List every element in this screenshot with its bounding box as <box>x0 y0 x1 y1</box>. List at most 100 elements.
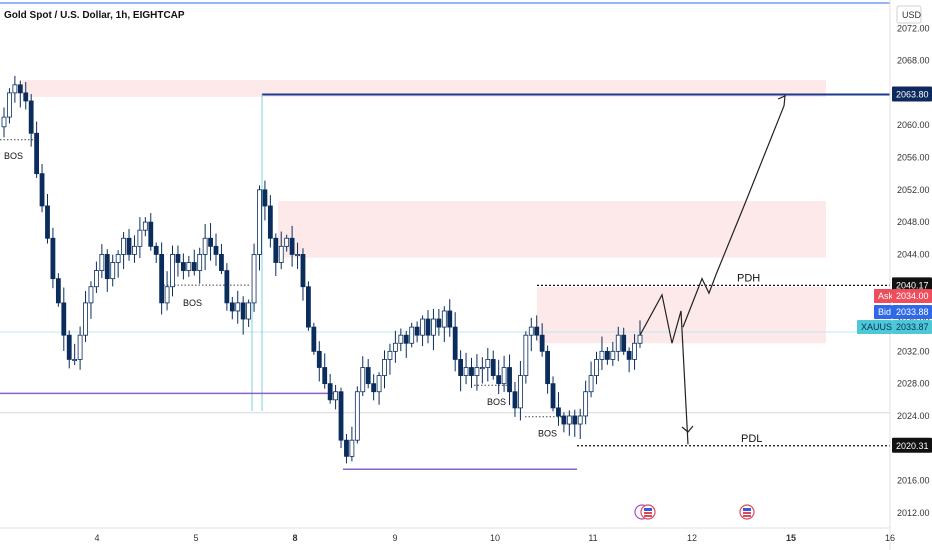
time-tick-label: 5 <box>193 533 198 543</box>
candle <box>518 375 523 409</box>
candle <box>170 254 175 288</box>
candle <box>409 326 415 344</box>
candle <box>12 84 18 94</box>
price-tick-label: 2016.00 <box>897 476 930 486</box>
time-tick-label: 8 <box>292 533 297 543</box>
symbol-tag-badge <box>857 320 892 334</box>
us-flag-event-icon-stripe <box>644 515 652 517</box>
candle <box>148 221 154 247</box>
candle <box>556 407 561 417</box>
target-price-badge <box>892 86 932 102</box>
ask-tag-badge <box>874 289 892 303</box>
candle <box>528 326 534 336</box>
candle <box>137 229 143 247</box>
candle <box>360 367 366 393</box>
candle <box>469 367 474 376</box>
candle <box>387 350 393 360</box>
candle <box>23 92 29 102</box>
ask-price-text: 2034.00 <box>896 291 929 301</box>
candle <box>316 350 322 368</box>
price-tick-label: 2060.00 <box>897 120 930 130</box>
candle <box>425 318 431 336</box>
candle <box>273 237 279 263</box>
candle <box>436 318 442 328</box>
candle <box>398 334 404 344</box>
pdh-price-text: 2040.17 <box>896 280 929 290</box>
candle <box>110 262 116 280</box>
candle <box>132 245 137 255</box>
last-price-text: 2033.87 <box>896 322 929 332</box>
currency-button[interactable] <box>896 5 922 24</box>
candle <box>452 326 458 360</box>
price-tick-label: 2024.00 <box>897 411 930 421</box>
price-tick-label: 2036.00 <box>897 314 930 324</box>
candle <box>257 189 262 255</box>
time-tick-label: 10 <box>490 533 500 543</box>
candle <box>474 367 480 376</box>
candle <box>153 245 159 255</box>
candle <box>632 342 637 360</box>
candle <box>376 375 382 393</box>
pdl-price-badge <box>892 437 932 453</box>
candle <box>306 286 311 328</box>
candle <box>267 205 273 239</box>
candle <box>34 132 40 175</box>
bid-tag-badge <box>874 305 892 319</box>
bos-label: BOS <box>4 151 23 161</box>
candle <box>458 359 464 376</box>
price-tick-label: 2044.00 <box>897 249 930 259</box>
us-flag-event-icon-stripe <box>743 508 751 511</box>
candle <box>88 286 94 304</box>
price-tick-label: 2072.00 <box>897 23 930 33</box>
bos-label: BOS <box>183 298 202 308</box>
time-tick-label: 12 <box>687 533 697 543</box>
candle <box>566 415 572 425</box>
candle <box>403 334 409 344</box>
arrowhead-down-icon <box>681 425 694 433</box>
candle <box>1 116 7 128</box>
candle <box>621 334 627 352</box>
candle <box>354 391 360 441</box>
time-tick-label: 16 <box>885 533 895 543</box>
candle <box>180 262 186 271</box>
candle <box>7 92 12 118</box>
candle <box>126 237 132 255</box>
candle <box>240 302 246 320</box>
candle <box>610 350 616 360</box>
us-flag-event-icon-stripe <box>743 515 751 517</box>
time-tick-label: 4 <box>94 533 99 543</box>
candle <box>202 237 208 255</box>
candle <box>507 367 512 393</box>
candle <box>17 84 23 94</box>
candle <box>327 383 333 401</box>
last-price-badge <box>892 320 932 334</box>
bid-price-text: 2033.88 <box>896 307 929 317</box>
candle <box>441 310 447 328</box>
candle <box>235 302 241 312</box>
candle <box>224 270 230 304</box>
candle <box>637 334 643 344</box>
time-tick-label: 15 <box>786 533 796 543</box>
us-flag-event-icon-stripe <box>644 512 652 514</box>
candle <box>191 262 197 271</box>
candle <box>414 326 420 336</box>
candle <box>50 237 56 280</box>
candle <box>485 359 491 368</box>
candle <box>344 439 349 457</box>
price-tick-label: 2032.00 <box>897 346 930 356</box>
candle <box>496 375 502 385</box>
candle <box>333 391 338 401</box>
candle <box>599 350 605 360</box>
price-tick-label: 2012.00 <box>897 508 930 518</box>
us-flag-event-icon-stripe <box>644 508 652 511</box>
pdl-price-text: 2020.31 <box>896 441 929 451</box>
time-tick-label: 11 <box>588 533 597 543</box>
candle <box>115 254 121 263</box>
candle <box>39 173 45 207</box>
candle <box>447 310 453 328</box>
candle <box>159 254 165 304</box>
candle <box>197 254 203 271</box>
candle <box>262 189 268 207</box>
candle <box>594 359 599 376</box>
